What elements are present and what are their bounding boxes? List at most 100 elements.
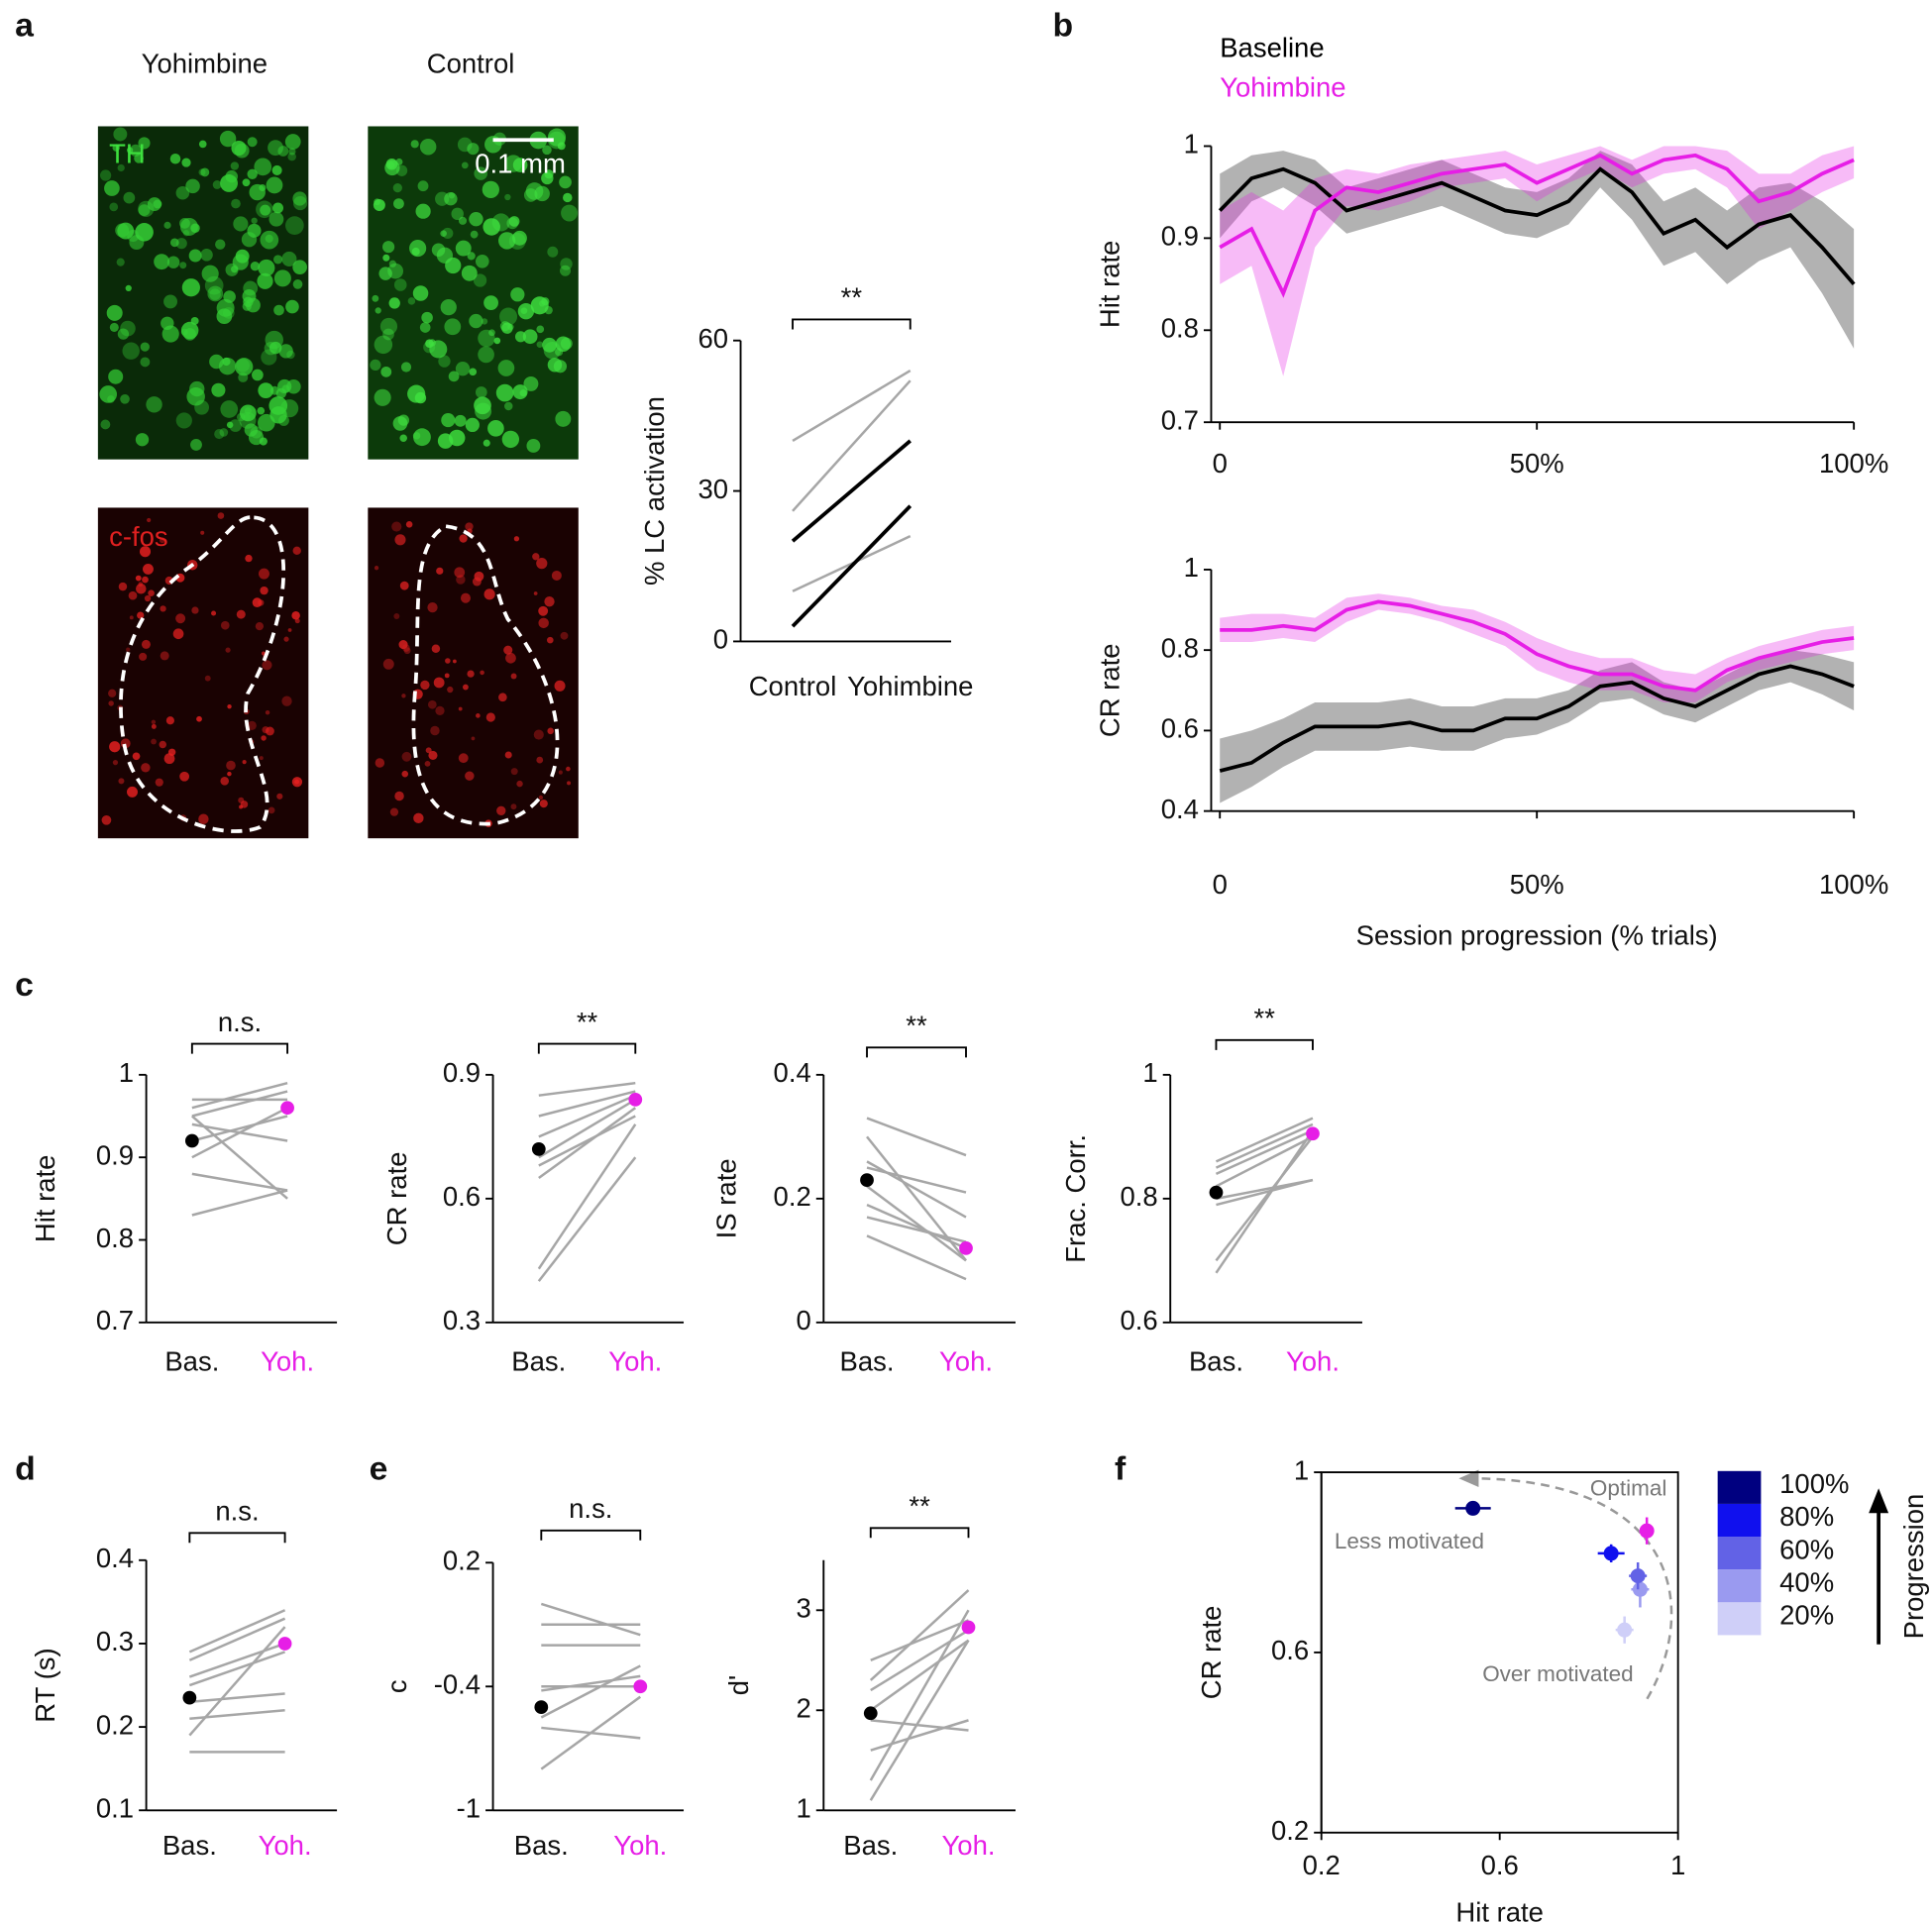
cell (281, 251, 297, 267)
cell (554, 680, 566, 692)
cell (495, 383, 514, 402)
cell (262, 660, 272, 671)
cell (147, 517, 152, 523)
x-tick-label: Bas. (162, 1830, 217, 1861)
cell (493, 337, 501, 345)
y-tick-label: 0.8 (1161, 313, 1199, 344)
cell (469, 212, 483, 227)
y-axis-label: Hit rate (1095, 241, 1126, 329)
cell (536, 558, 548, 570)
cell (276, 793, 283, 800)
cell (104, 180, 120, 196)
cell (106, 304, 123, 321)
cell (240, 801, 249, 808)
cell (415, 203, 431, 219)
y-tick-label: 1 (119, 1057, 134, 1088)
y-tick-label: 0.3 (443, 1305, 481, 1335)
cell (100, 169, 112, 181)
cell (393, 613, 400, 619)
y-tick-label: 0.3 (96, 1626, 134, 1656)
cell (536, 325, 545, 334)
x-tick-label: 100% (1819, 869, 1888, 900)
cell (222, 357, 231, 367)
cell (217, 512, 225, 519)
mean-point (860, 1173, 874, 1187)
cell (219, 428, 229, 437)
cell (190, 223, 200, 233)
cell (425, 747, 432, 754)
cell (430, 725, 440, 736)
cell (385, 158, 398, 170)
mean-point (863, 1706, 878, 1721)
subject-line (189, 1692, 285, 1704)
point (1465, 1500, 1481, 1516)
cell (373, 198, 385, 211)
cell (541, 171, 554, 185)
cell (455, 361, 471, 376)
cell (536, 341, 544, 348)
cell (143, 563, 154, 575)
cell (505, 652, 516, 664)
subject-line (870, 1719, 969, 1732)
significance-bracket (869, 1527, 970, 1539)
subject-line (538, 1115, 636, 1167)
cell (280, 399, 299, 418)
cell (504, 155, 522, 172)
cell (250, 262, 261, 271)
subject-line (191, 1115, 288, 1200)
cell (117, 328, 130, 340)
cell (108, 700, 114, 706)
cell (163, 221, 171, 229)
cell (120, 320, 136, 337)
cell (200, 167, 210, 177)
cell (405, 521, 413, 528)
series-line (1220, 599, 1855, 693)
lc-outline (119, 515, 285, 833)
point (1632, 1581, 1648, 1597)
cell (498, 693, 507, 702)
subject-line (191, 1189, 288, 1217)
cell (374, 566, 379, 571)
cell (379, 317, 398, 336)
y-tick-label: 0.6 (443, 1181, 481, 1212)
cell (220, 777, 230, 786)
cell (483, 439, 490, 447)
cell (127, 786, 138, 798)
cell (483, 588, 495, 600)
cell (419, 138, 437, 156)
panel-label: c (15, 966, 34, 1004)
x-tick-label: Yoh. (261, 1345, 314, 1376)
cell (403, 647, 411, 655)
cell (233, 216, 249, 232)
cell (436, 567, 444, 575)
cell (268, 140, 283, 157)
cell (175, 613, 186, 624)
cell (469, 368, 478, 376)
cell (388, 260, 396, 267)
cell (146, 396, 162, 413)
cell (433, 677, 445, 689)
mean-point (184, 1133, 199, 1148)
cell (559, 175, 572, 189)
y-tick-label: 0.4 (1161, 794, 1199, 824)
legend-swatch (1717, 1470, 1762, 1504)
cell (161, 325, 179, 343)
significance-bracket (792, 318, 912, 330)
cell (504, 193, 511, 201)
cell (566, 766, 571, 772)
y-axis-label: % LC activation (639, 396, 670, 586)
cell (186, 387, 205, 406)
cell (440, 298, 457, 316)
cell (226, 760, 236, 771)
cell (249, 183, 266, 201)
cell (165, 716, 174, 725)
stain-label: c-fos (109, 521, 168, 552)
subject-line (866, 1117, 967, 1157)
subject-line (791, 439, 912, 543)
cell (292, 279, 303, 289)
cell (465, 417, 480, 433)
significance-bracket (188, 1532, 286, 1544)
cell (516, 780, 523, 788)
subject-line (866, 1166, 967, 1194)
y-tick-label: 1 (796, 1793, 810, 1824)
